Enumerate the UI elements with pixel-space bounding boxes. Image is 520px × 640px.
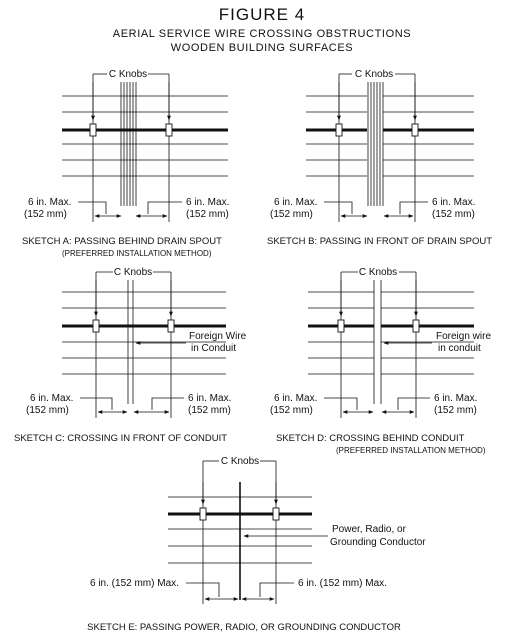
- dimension-arrows: [80, 397, 184, 414]
- conductor-label-2: Grounding Conductor: [330, 537, 426, 548]
- sketch-caption-note: (PREFERRED INSTALLATION METHOD): [62, 249, 212, 258]
- sketch-d: C Knobs Foreign wire in conduit 6 in. Ma…: [270, 267, 491, 455]
- c-knob-left: [335, 123, 343, 137]
- siding-lines: [62, 95, 228, 177]
- figure-subtitle-2: WOODEN BUILDING SURFACES: [171, 42, 353, 54]
- drain-spout: [120, 82, 137, 206]
- dimension-extension-lines: [95, 280, 172, 418]
- sketch-e: C Knobs Power, Radio, or Grounding Condu…: [87, 456, 426, 633]
- dim-left-label: 6 in. Max.: [274, 393, 317, 404]
- conduit: [127, 280, 134, 404]
- foreign-wire-label-2: in Conduit: [191, 343, 236, 354]
- c-knob-left: [89, 123, 97, 137]
- siding-lines: [62, 291, 226, 375]
- sketch-caption: SKETCH A: PASSING BEHIND DRAIN SPOUT: [22, 236, 222, 247]
- conductor-label: Power, Radio, or: [332, 524, 407, 535]
- c-knob-right: [165, 123, 173, 137]
- c-knob-left: [199, 507, 207, 521]
- dim-right-label: 6 in. Max.: [434, 393, 477, 404]
- figure-title: FIGURE 4: [219, 5, 305, 24]
- sketch-caption: SKETCH C: CROSSING IN FRONT OF CONDUIT: [14, 433, 227, 444]
- sketch-caption: SKETCH E: PASSING POWER, RADIO, OR GROUN…: [87, 622, 401, 633]
- dim-right-label: 6 in. Max.: [432, 197, 475, 208]
- dim-left-metric: (152 mm): [270, 405, 313, 416]
- dim-left-label: 6 in. Max.: [274, 197, 317, 208]
- figure-subtitle-1: AERIAL SERVICE WIRE CROSSING OBSTRUCTION…: [113, 28, 411, 40]
- c-knobs-leader: [337, 73, 417, 121]
- c-knobs-label: C Knobs: [221, 456, 259, 467]
- c-knob-left: [337, 319, 345, 333]
- siding-lines: [308, 291, 474, 375]
- sketch-caption: SKETCH D: CROSSING BEHIND CONDUIT: [276, 433, 465, 444]
- c-knobs-leader: [91, 73, 171, 121]
- dim-left-label: 6 in. Max.: [30, 393, 73, 404]
- drain-spout: [367, 82, 384, 206]
- dimension-arrows: [324, 397, 430, 414]
- dimension-arrows: [324, 201, 428, 218]
- dim-left-label: 6 in. (152 mm) Max.: [90, 578, 179, 589]
- foreign-wire-label: Foreign Wire: [189, 331, 247, 342]
- dim-left-metric: (152 mm): [26, 405, 69, 416]
- sketch-c: C Knobs Foreign Wire in Conduit 6 in. Ma…: [14, 267, 247, 444]
- foreign-wire-label: Foreign wire: [436, 331, 491, 342]
- dimension-arrows: [78, 201, 182, 218]
- dim-left-label: 6 in. Max.: [28, 197, 71, 208]
- c-knob-right: [167, 319, 175, 333]
- c-knob-left: [92, 319, 100, 333]
- dimension-extension-lines: [92, 82, 170, 222]
- foreign-wire-label-2: in conduit: [438, 343, 481, 354]
- dim-right-metric: (152 mm): [186, 209, 229, 220]
- c-knobs-leader: [339, 271, 418, 317]
- c-knobs-label: C Knobs: [355, 69, 393, 80]
- conduit: [373, 280, 382, 404]
- dim-right-label: 6 in. Max.: [188, 393, 231, 404]
- c-knobs-label: C Knobs: [109, 69, 147, 80]
- c-knob-right: [272, 507, 280, 521]
- sketch-caption: SKETCH B: PASSING IN FRONT OF DRAIN SPOU…: [267, 236, 492, 247]
- c-knob-right: [411, 123, 419, 137]
- sketch-a: C Knobs 6 in. Max. (152 mm) 6 in. Max. (…: [22, 69, 229, 258]
- dimension-arrows: [186, 582, 294, 601]
- siding-lines: [306, 95, 474, 177]
- c-knob-right: [412, 319, 420, 333]
- c-knobs-leader: [201, 460, 278, 505]
- dim-right-metric: (152 mm): [432, 209, 475, 220]
- dim-right-metric: (152 mm): [434, 405, 477, 416]
- dim-right-label: 6 in. Max.: [186, 197, 229, 208]
- c-knobs-label: C Knobs: [359, 267, 397, 278]
- sketch-caption-note: (PREFERRED INSTALLATION METHOD): [336, 446, 486, 455]
- dim-right-metric: (152 mm): [188, 405, 231, 416]
- dim-right-label: 6 in. (152 mm) Max.: [298, 578, 387, 589]
- c-knobs-label: C Knobs: [114, 267, 152, 278]
- sketch-b: C Knobs 6 in. Max. (152 mm) 6 in. Max. (…: [267, 69, 492, 247]
- dim-left-metric: (152 mm): [270, 209, 313, 220]
- dim-left-metric: (152 mm): [24, 209, 67, 220]
- c-knobs-leader: [94, 271, 173, 317]
